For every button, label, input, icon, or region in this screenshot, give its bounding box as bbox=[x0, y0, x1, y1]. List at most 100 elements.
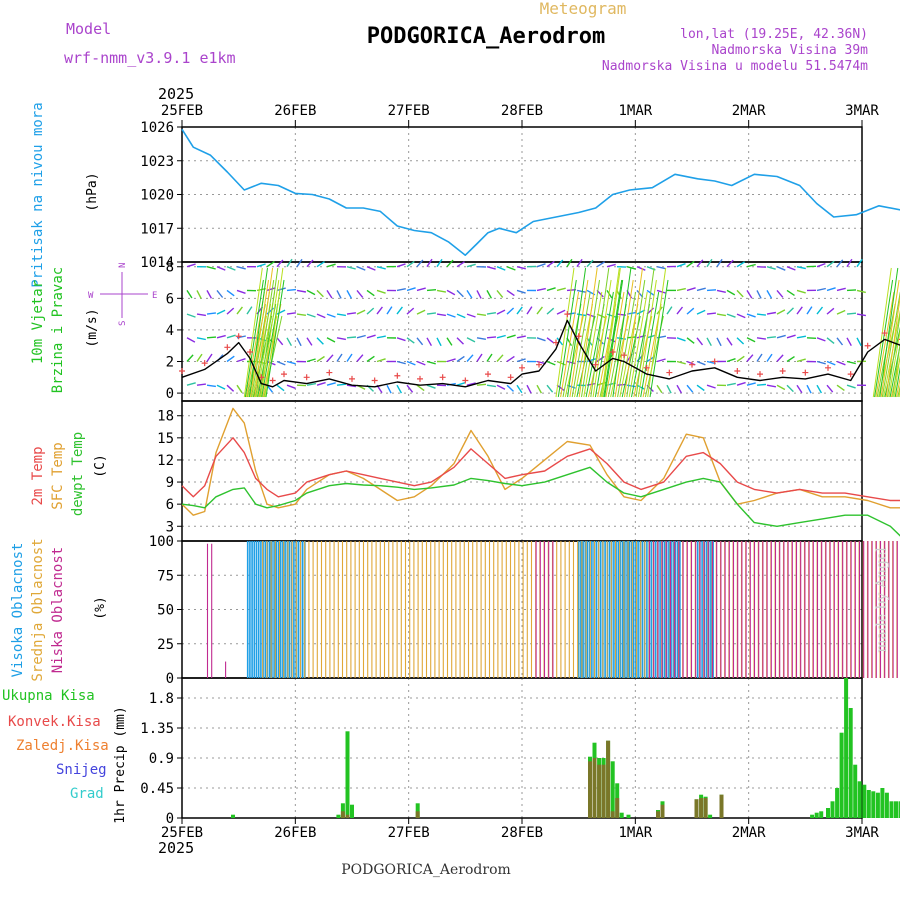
wind-barb bbox=[527, 307, 532, 315]
wind-barb bbox=[787, 357, 795, 362]
wind-unit: (m/s) bbox=[85, 308, 100, 347]
wind-barb bbox=[827, 288, 836, 291]
y-tick-label: 0.45 bbox=[140, 781, 174, 797]
bottom-time-tick-label: 2MAR bbox=[732, 825, 766, 841]
wind-barb bbox=[437, 338, 441, 346]
y-tick-label: 0.9 bbox=[149, 751, 174, 767]
wind-barb bbox=[377, 336, 386, 338]
y-tick-label: 9 bbox=[166, 475, 174, 491]
gust-marker bbox=[712, 359, 718, 365]
precip-bar bbox=[894, 801, 898, 818]
wind-barb bbox=[767, 290, 772, 298]
wind-barb bbox=[817, 289, 826, 291]
wind-barb bbox=[387, 385, 391, 393]
wind-barb bbox=[447, 314, 456, 317]
wind-barb bbox=[567, 259, 572, 267]
wind-barb bbox=[797, 336, 806, 338]
wind-barb bbox=[667, 307, 672, 315]
wind-barb bbox=[517, 290, 526, 293]
model-label: Model bbox=[66, 20, 111, 38]
top-time-tick-label: 28FEB bbox=[501, 103, 543, 119]
gust-marker bbox=[394, 373, 400, 379]
wind-barb bbox=[357, 355, 363, 362]
wind-barb bbox=[407, 338, 414, 343]
wind-barb bbox=[207, 337, 216, 338]
wind-barb bbox=[297, 314, 306, 315]
precip-bar bbox=[880, 788, 884, 818]
wind-barb bbox=[507, 267, 515, 270]
gust-marker bbox=[825, 365, 831, 371]
wind-barb bbox=[187, 314, 196, 317]
top-time-tick-label: 26FEB bbox=[274, 103, 316, 119]
wind-barb bbox=[707, 338, 711, 346]
wind-barb bbox=[797, 267, 806, 269]
wind-barb bbox=[427, 338, 431, 346]
pressure-panel bbox=[182, 129, 900, 255]
wind-barb bbox=[467, 314, 476, 317]
legend-snow: Snijeg bbox=[56, 762, 107, 778]
wind-burst-line bbox=[627, 280, 645, 397]
wind-burst-line bbox=[638, 280, 656, 397]
wind-barb bbox=[477, 338, 486, 340]
wind-barb bbox=[197, 290, 201, 298]
wind-barb bbox=[337, 354, 342, 362]
elevation-label: Nadmorska Visina 39m bbox=[711, 43, 868, 58]
wind-barb bbox=[417, 385, 424, 390]
wind-barb bbox=[717, 259, 722, 266]
top-time-tick-label: 3MAR bbox=[845, 103, 879, 119]
top-time-tick-label: 27FEB bbox=[388, 103, 430, 119]
cloud-mid-ylabel: Srednja Oblacnost bbox=[30, 538, 46, 681]
footer-station: PODGORICA_Aerodrom bbox=[341, 862, 511, 878]
wind-barb bbox=[447, 359, 456, 362]
conv-precip-bar bbox=[341, 811, 345, 818]
wind-barb bbox=[327, 355, 333, 362]
wind-barb bbox=[357, 267, 365, 270]
wind-barb bbox=[477, 290, 481, 298]
precip-bar bbox=[350, 805, 354, 818]
wind-barb bbox=[307, 260, 313, 267]
wind-barb bbox=[187, 383, 196, 385]
pressure-unit: (hPa) bbox=[85, 172, 100, 211]
compass-s-label: S bbox=[118, 321, 128, 326]
wind-barb bbox=[207, 267, 216, 269]
wind-barb bbox=[477, 354, 482, 362]
wind-barb bbox=[417, 288, 426, 290]
y-tick-label: 1026 bbox=[140, 120, 174, 136]
gust-marker bbox=[485, 371, 491, 377]
gust-marker bbox=[519, 365, 525, 371]
gust-marker bbox=[462, 377, 468, 383]
temp-dew-ylabel: dewpt Temp bbox=[70, 432, 86, 516]
wind-barb bbox=[317, 383, 326, 386]
wind-barb bbox=[527, 385, 531, 393]
wind-barb bbox=[377, 307, 382, 314]
conv-precip-bar bbox=[346, 815, 350, 818]
wind-barb bbox=[277, 385, 284, 391]
wind-barb bbox=[567, 362, 576, 364]
precip-bar bbox=[853, 765, 857, 818]
wind-barb bbox=[287, 290, 296, 291]
wind-ylabel: 10m Vjetar bbox=[30, 280, 46, 364]
wind-barb bbox=[847, 290, 856, 291]
bottom-time-tick-label: 1MAR bbox=[618, 825, 652, 841]
wind-barb bbox=[217, 336, 226, 338]
wind-barb bbox=[537, 289, 546, 291]
wind-barb bbox=[547, 385, 553, 392]
precip-bar bbox=[858, 781, 862, 818]
wind-barb bbox=[547, 288, 556, 291]
wind-barb bbox=[777, 290, 783, 297]
wind-barb bbox=[487, 337, 496, 338]
wind-barb bbox=[587, 260, 593, 267]
wind-barb bbox=[517, 336, 526, 338]
wind-barb bbox=[697, 288, 706, 290]
wind-barb bbox=[757, 290, 761, 298]
wind-barb bbox=[397, 385, 401, 393]
precip-bar bbox=[831, 801, 835, 818]
wind-barb bbox=[727, 260, 733, 267]
wind-barb bbox=[787, 308, 794, 314]
wind-barb bbox=[467, 355, 473, 362]
wind-barb bbox=[847, 385, 856, 388]
y-tick-label: 6 bbox=[166, 497, 174, 513]
wind-barb bbox=[477, 384, 486, 385]
wind-ylabel2: Brzina i Pravac bbox=[50, 267, 66, 393]
wind-barb bbox=[517, 385, 522, 393]
